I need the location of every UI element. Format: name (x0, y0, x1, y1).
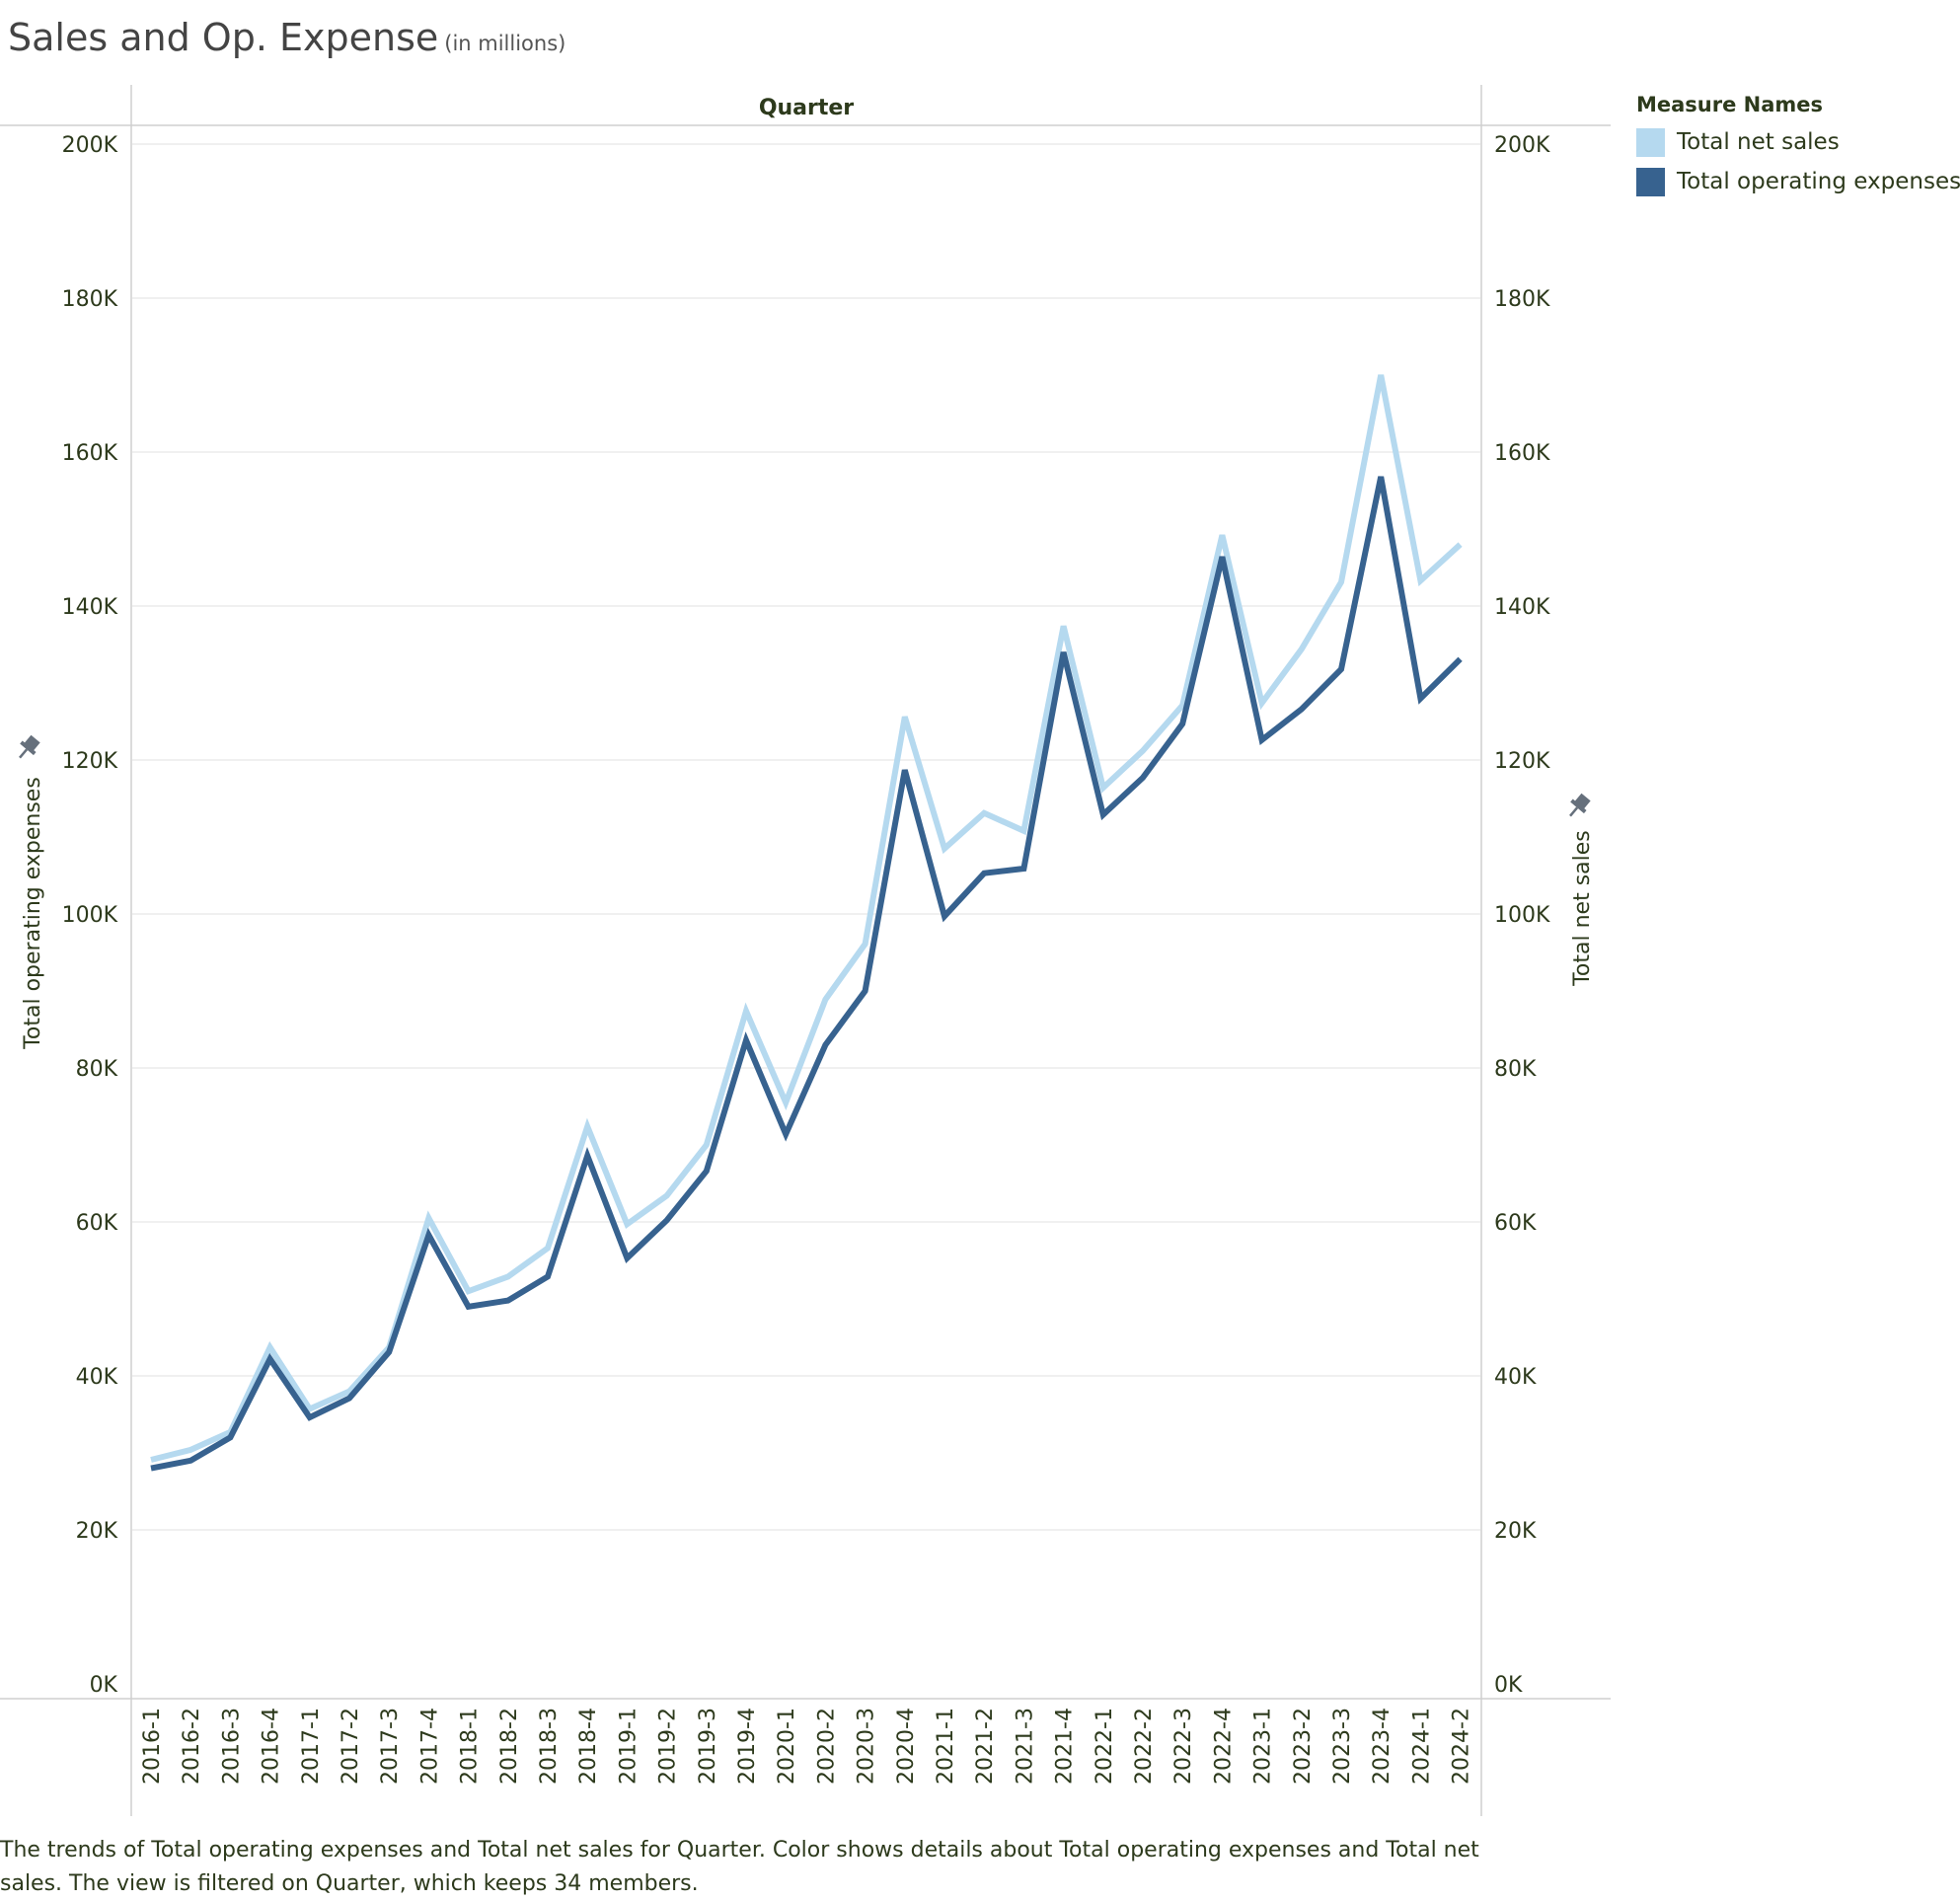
series-lines (150, 374, 1463, 1472)
legend-item-total-net-sales[interactable]: Total net sales (1636, 122, 1960, 162)
y-right-tick-label: 120K (1494, 749, 1550, 774)
x-tick-label: 2019-3 (696, 1708, 720, 1785)
x-tick-label: 2019-2 (656, 1708, 681, 1785)
y-axis-left-ticks: 0K 20K 40K 60K 80K 100K 120K 140K 160K 180K 200K (62, 133, 118, 1698)
x-tick-label: 2022-3 (1171, 1708, 1196, 1785)
series-line-total-net-sales[interactable] (150, 374, 1463, 1463)
x-tick-label: 2023-3 (1330, 1708, 1355, 1785)
y-axis-right-ticks: 0K 20K 40K 60K 80K 100K 120K 140K 160K 180K 200K (1494, 133, 1550, 1698)
y-left-tick-label: 100K (62, 903, 118, 928)
x-tick-label: 2020-1 (775, 1708, 799, 1785)
y-left-tick-label: 200K (62, 133, 118, 158)
chart-title: Sales and Op. Expense (in millions) (8, 16, 565, 59)
x-tick-label: 2023-2 (1291, 1708, 1316, 1785)
y-left-tick-label: 80K (76, 1057, 118, 1082)
x-tick-label: 2021-2 (973, 1708, 998, 1785)
x-tick-label: 2020-3 (855, 1708, 879, 1785)
y-right-tick-label: 20K (1494, 1519, 1537, 1544)
y-right-tick-label: 40K (1494, 1365, 1537, 1390)
x-tick-label: 2017-2 (339, 1708, 363, 1785)
x-tick-label: 2016-4 (260, 1708, 284, 1785)
y-right-tick-label: 80K (1494, 1057, 1537, 1082)
y-left-tick-label: 20K (76, 1519, 118, 1544)
pin-icon[interactable] (1563, 792, 1593, 822)
y-right-tick-label: 140K (1494, 595, 1550, 620)
y-left-tick-label: 160K (62, 441, 118, 466)
y-right-tick-label: 160K (1494, 441, 1550, 466)
legend-swatch (1636, 167, 1665, 196)
x-tick-label: 2023-4 (1370, 1708, 1395, 1785)
y-left-tick-label: 120K (62, 749, 118, 774)
y-axis-right-label: Total net sales (1570, 830, 1595, 987)
x-tick-label: 2018-1 (458, 1708, 483, 1785)
x-tick-label: 2024-1 (1409, 1708, 1434, 1785)
legend: Measure Names Total net sales Total oper… (1636, 93, 1960, 201)
legend-item-total-operating-expenses[interactable]: Total operating expenses (1636, 162, 1960, 201)
legend-label: Total net sales (1677, 129, 1840, 155)
legend-label: Total operating expenses (1677, 169, 1960, 194)
x-tick-label: 2016-1 (140, 1708, 165, 1785)
legend-swatch (1636, 127, 1665, 157)
x-tick-label: 2021-4 (1053, 1708, 1078, 1785)
y-axis-left-title: Total operating expenses (21, 777, 45, 1050)
legend-title: Measure Names (1636, 93, 1824, 116)
x-tick-label: 2019-4 (735, 1708, 760, 1785)
gridlines (132, 143, 1480, 1531)
x-tick-label: 2020-4 (894, 1708, 919, 1785)
y-right-tick-label: 180K (1494, 287, 1550, 312)
y-left-tick-label: 0K (90, 1673, 118, 1698)
x-tick-label: 2016-3 (219, 1708, 244, 1785)
y-right-tick-label: 100K (1494, 903, 1550, 928)
x-tick-label: 2018-3 (537, 1708, 562, 1785)
x-tick-label: 2022-4 (1211, 1708, 1236, 1785)
x-tick-label: 2024-2 (1450, 1708, 1474, 1785)
y-left-tick-label: 140K (62, 595, 118, 620)
y-axis-right-title: Total net sales (1570, 830, 1595, 987)
x-tick-label: 2021-1 (934, 1708, 958, 1785)
x-tick-label: 2018-4 (576, 1708, 601, 1785)
y-right-tick-label: 60K (1494, 1211, 1537, 1236)
x-tick-label: 2021-3 (1013, 1708, 1037, 1785)
y-right-tick-label: 200K (1494, 133, 1550, 158)
y-left-tick-label: 180K (62, 287, 118, 312)
x-tick-label: 2019-1 (616, 1708, 641, 1785)
chart-frame (0, 85, 1611, 1816)
x-tick-label: 2018-2 (497, 1708, 522, 1785)
x-tick-label: 2023-1 (1251, 1708, 1276, 1785)
y-axis-left-label: Total operating expenses (21, 777, 45, 1050)
x-axis-ticks: 2016-1 2016-2 2016-3 2016-4 2017-1 2017-2 2017… (140, 1708, 1474, 1785)
x-tick-label: 2020-2 (814, 1708, 839, 1785)
chart-caption: The trends of Total operating expenses a… (0, 1838, 1479, 1896)
x-tick-label: 2017-4 (417, 1708, 442, 1785)
y-left-tick-label: 40K (76, 1365, 118, 1390)
series-line-total-operating-expenses[interactable] (150, 476, 1463, 1472)
x-tick-label: 2022-1 (1093, 1708, 1117, 1785)
x-axis-header: Quarter (759, 96, 854, 120)
chart-title-main: Sales and Op. Expense (8, 16, 439, 59)
x-tick-label: 2022-2 (1132, 1708, 1157, 1785)
chart-title-sub: (in millions) (444, 32, 566, 55)
line-chart: Quarter 0K 20K 40K 60K 80K 100K 120K 140K 160K 18… (0, 85, 1611, 1816)
pin-icon[interactable] (13, 733, 42, 764)
y-right-tick-label: 0K (1494, 1673, 1523, 1698)
x-tick-label: 2016-2 (180, 1708, 204, 1785)
x-tick-label: 2017-3 (378, 1708, 403, 1785)
y-left-tick-label: 60K (76, 1211, 118, 1236)
x-tick-label: 2017-1 (299, 1708, 324, 1785)
